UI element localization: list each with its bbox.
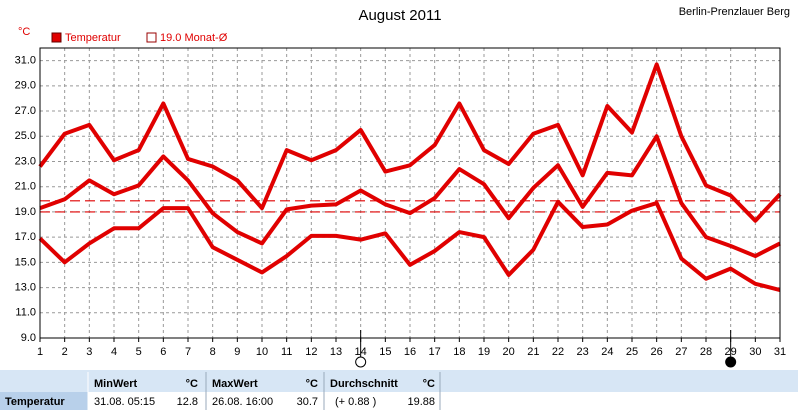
legend-swatch xyxy=(51,32,62,43)
location: Berlin-Prenzlauer Berg xyxy=(679,6,790,18)
stats-row-bg xyxy=(0,392,798,410)
stats-detail: 26.08. 16:00 xyxy=(212,396,273,408)
x-tick-label: 1 xyxy=(37,346,43,358)
x-tick-label: 30 xyxy=(749,346,761,358)
x-tick-label: 8 xyxy=(210,346,216,358)
stats-value: 19.88 xyxy=(407,396,435,408)
x-tick-label: 12 xyxy=(305,346,317,358)
x-tick-label: 22 xyxy=(552,346,564,358)
legend-swatch xyxy=(146,32,157,43)
stats-unit: °C xyxy=(186,378,198,390)
x-tick-label: 7 xyxy=(185,346,191,358)
x-tick-label: 27 xyxy=(675,346,687,358)
stats-row-label: Temperatur xyxy=(5,396,65,408)
x-tick-label: 19 xyxy=(478,346,490,358)
stats-value: 12.8 xyxy=(177,396,198,408)
x-tick-label: 16 xyxy=(404,346,416,358)
chart-title: August 2011 xyxy=(358,7,441,24)
y-tick-label: 25.0 xyxy=(15,130,36,142)
stats-detail: 31.08. 05:15 xyxy=(94,396,155,408)
moon-icon xyxy=(355,356,367,368)
stats-header: MinWert xyxy=(94,378,138,390)
stats-unit: °C xyxy=(423,378,435,390)
x-tick-label: 13 xyxy=(330,346,342,358)
x-tick-label: 9 xyxy=(234,346,240,358)
y-tick-label: 17.0 xyxy=(15,231,36,243)
y-tick-label: 19.0 xyxy=(15,206,36,218)
y-tick-label: 9.0 xyxy=(21,332,36,344)
x-tick-label: 17 xyxy=(429,346,441,358)
plot-frame xyxy=(39,47,781,339)
moon-icon xyxy=(725,356,737,368)
y-tick-label: 27.0 xyxy=(15,105,36,117)
y-tick-label: 13.0 xyxy=(15,281,36,293)
x-tick-label: 11 xyxy=(281,346,292,358)
legend-label: Temperatur xyxy=(65,32,121,44)
x-tick-label: 4 xyxy=(111,346,117,358)
stats-header: MaxWert xyxy=(212,378,258,390)
temperature-line xyxy=(39,134,781,259)
temperature-line xyxy=(38,199,781,293)
x-tick-label: 23 xyxy=(577,346,589,358)
x-tick-label: 5 xyxy=(136,346,142,358)
x-tick-label: 26 xyxy=(651,346,663,358)
stats-detail: (+ 0.88 ) xyxy=(335,396,376,408)
y-tick-label: 29.0 xyxy=(15,80,36,92)
x-tick-label: 10 xyxy=(256,346,268,358)
x-tick-label: 25 xyxy=(626,346,638,358)
legend-label: 19.0 Monat-Ø xyxy=(160,32,228,44)
stats-header: Durchschnitt xyxy=(330,378,398,390)
y-tick-label: 15.0 xyxy=(15,256,36,268)
x-tick-label: 6 xyxy=(160,346,166,358)
x-tick-label: 24 xyxy=(601,346,613,358)
x-tick-label: 20 xyxy=(503,346,515,358)
y-tick-label: 31.0 xyxy=(15,55,36,67)
y-tick-label: 11.0 xyxy=(15,307,36,319)
stats-row-label-bg xyxy=(0,392,88,410)
stats-unit: °C xyxy=(306,378,318,390)
x-tick-label: 18 xyxy=(453,346,465,358)
x-tick-label: 15 xyxy=(379,346,391,358)
y-tick-label: 23.0 xyxy=(15,155,36,167)
x-tick-label: 28 xyxy=(700,346,712,358)
x-tick-label: 2 xyxy=(62,346,68,358)
y-tick-label: 21.0 xyxy=(15,181,36,193)
stats-value: 30.7 xyxy=(297,396,318,408)
x-tick-label: 31 xyxy=(774,346,786,358)
x-tick-label: 3 xyxy=(86,346,92,358)
temperature-line xyxy=(38,62,782,223)
x-tick-label: 21 xyxy=(527,346,539,358)
y-unit: °C xyxy=(18,26,30,38)
